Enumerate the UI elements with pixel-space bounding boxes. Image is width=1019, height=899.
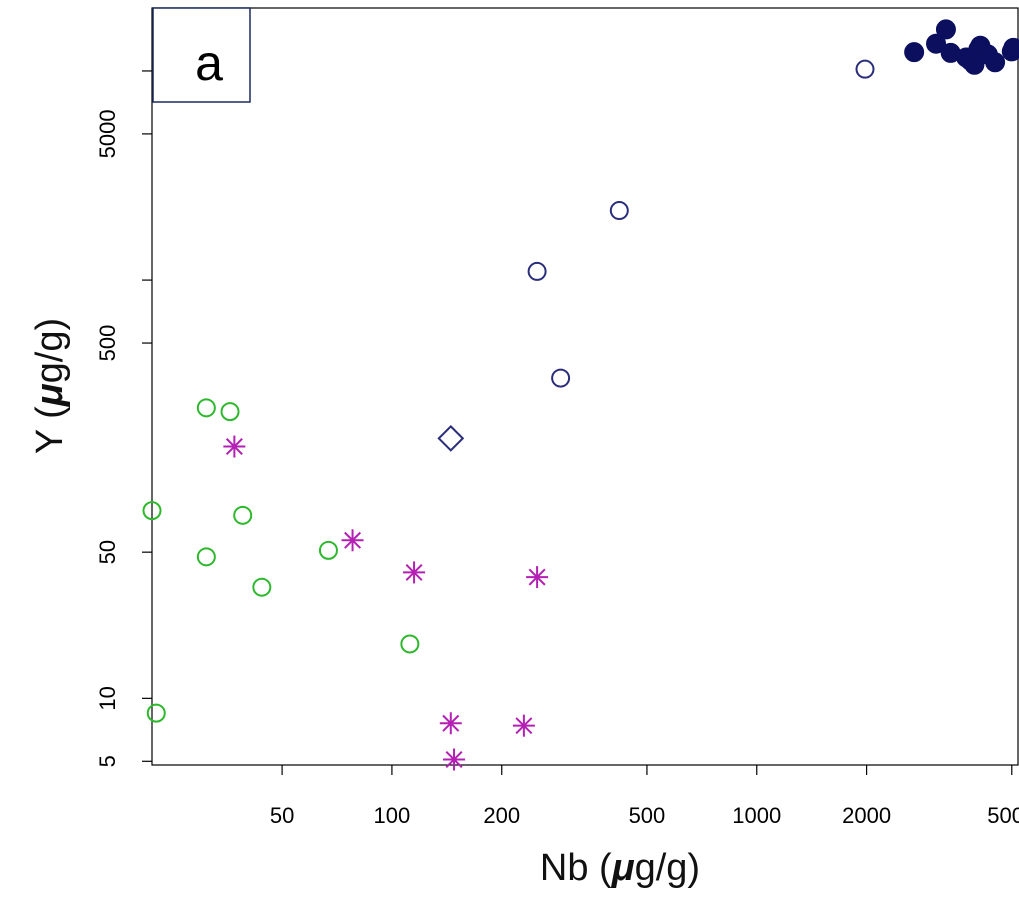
data-point-open-circle (401, 635, 418, 652)
x-axis-label: Nb (μg/g) (540, 847, 700, 889)
data-point-open-circle (320, 542, 337, 559)
y-axis: 5 10 50 500 5000 (95, 71, 152, 767)
data-point-asterisk (440, 712, 462, 734)
data-point-open-circle (222, 403, 239, 420)
data-point-asterisk (526, 566, 548, 588)
data-point-open-circle (234, 507, 251, 524)
data-point-open-circle (611, 202, 628, 219)
data-point-open-circle (198, 548, 215, 565)
data-point-open-diamond (439, 426, 463, 450)
y-tick-label: 50 (95, 540, 120, 564)
data-point-open-circle (198, 399, 215, 416)
data-point-filled-circle (905, 43, 924, 62)
x-tick-label: 2000 (842, 803, 891, 828)
data-points (144, 20, 1019, 771)
data-point-asterisk (513, 715, 535, 737)
x-axis: 50 100 200 500 1000 2000 5000 (270, 765, 1019, 828)
data-point-open-circle (552, 370, 569, 387)
x-tick-label: 50 (270, 803, 294, 828)
x-tick-label: 100 (374, 803, 411, 828)
x-tick-label: 500 (629, 803, 666, 828)
plot-frame (152, 8, 1018, 765)
x-tick-label: 1000 (732, 803, 781, 828)
data-point-asterisk (443, 748, 465, 770)
data-point-open-circle (148, 705, 165, 722)
data-point-filled-circle (1004, 38, 1019, 57)
data-point-open-circle (857, 61, 874, 78)
data-point-open-circle (253, 579, 270, 596)
data-point-asterisk (223, 436, 245, 458)
y-tick-label: 5 (95, 755, 120, 767)
data-point-filled-circle (986, 53, 1005, 72)
y-tick-label: 10 (95, 686, 120, 710)
y-tick-label: 5000 (95, 109, 120, 158)
y-tick-label: 500 (95, 325, 120, 362)
data-point-asterisk (403, 561, 425, 583)
y-axis-label: Y (μg/g) (29, 318, 71, 454)
data-point-asterisk (342, 529, 364, 551)
panel-label: a (195, 35, 223, 91)
data-point-filled-circle (961, 51, 980, 70)
x-tick-label: 5000 (987, 803, 1019, 828)
data-point-open-circle (529, 263, 546, 280)
x-tick-label: 200 (483, 803, 520, 828)
